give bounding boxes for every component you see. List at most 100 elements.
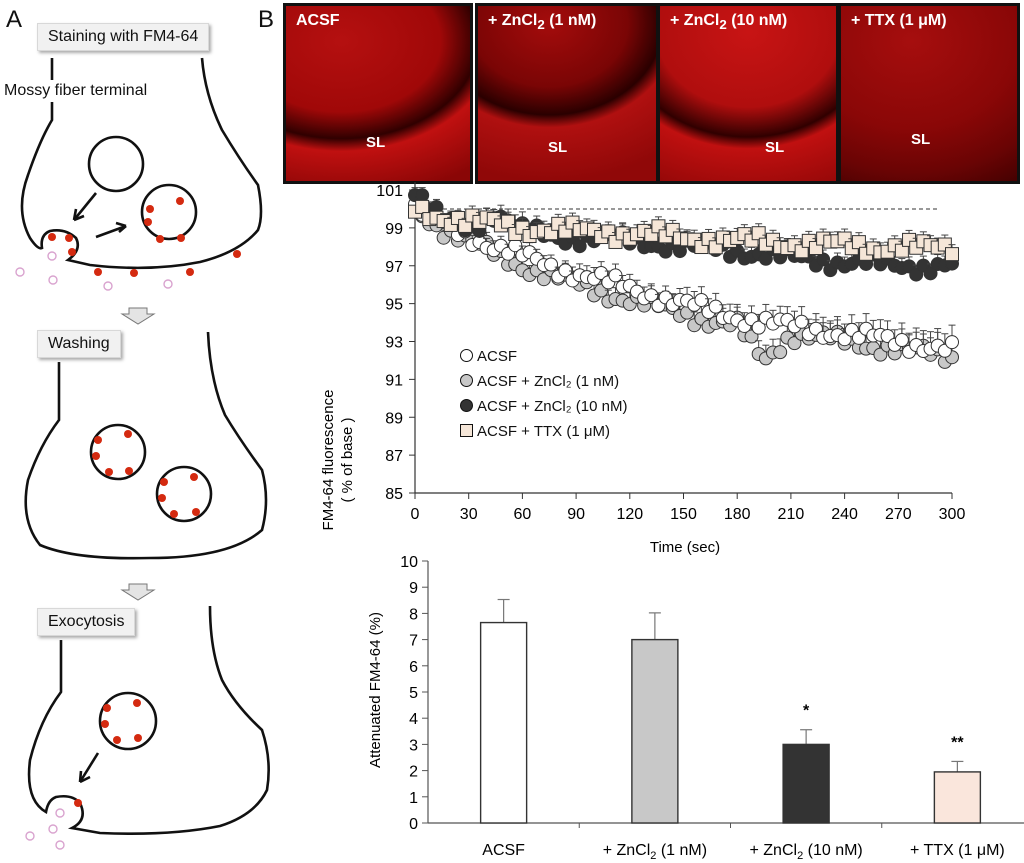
bar (479, 621, 528, 824)
stage-label-exocytosis: Exocytosis (37, 608, 136, 636)
data-point (415, 199, 430, 214)
micrograph-ttx: + TTX (1 μM) SL (838, 3, 1020, 184)
panel-b-letter: B (258, 6, 275, 33)
step-arrow-icon (120, 583, 156, 601)
x-tick-label: 210 (778, 506, 805, 523)
y-tick-label: 8 (409, 606, 418, 623)
y-tick-label: 6 (409, 659, 418, 676)
data-point (708, 299, 723, 314)
legend-item: ACSF + ZnCl₂ (10 nM) (460, 394, 627, 419)
y-tick-label: 99 (385, 221, 403, 238)
data-point (787, 336, 802, 351)
data-point (816, 252, 831, 267)
series-acsf-ttx-1-m- (408, 199, 959, 262)
data-point (837, 332, 852, 347)
data-point (501, 214, 516, 229)
legend-label: ACSF (477, 348, 518, 365)
x-tick-label: 120 (616, 506, 643, 523)
panel-a-diagram (15, 57, 270, 850)
micrograph-region-label: SL (765, 139, 785, 156)
bar (782, 743, 830, 824)
x-tick-label: 240 (831, 506, 858, 523)
data-point (851, 235, 866, 250)
y-tick-label: 89 (385, 410, 403, 427)
x-tick-label: 90 (567, 506, 585, 523)
terminal-exocytosis (27, 605, 270, 835)
y-tick-label: 2 (409, 764, 418, 781)
terminal-label: Mossy fiber terminal (4, 80, 148, 102)
y-tick-label: 87 (385, 448, 403, 465)
legend-marker-open-circle-icon (460, 349, 473, 362)
x-tick-label: 270 (885, 506, 912, 523)
y-tick-label: 9 (409, 580, 418, 597)
micrograph-title: + TTX (1 μM) (851, 12, 947, 29)
data-point (601, 224, 616, 239)
y-tick-label: 0 (409, 816, 418, 833)
data-point (751, 320, 766, 335)
data-point (945, 247, 959, 262)
y-tick-label: 1 (409, 790, 418, 807)
x-tick-label: 300 (939, 506, 966, 523)
y-tick-label: 7 (409, 633, 418, 650)
terminal-washing (24, 331, 268, 560)
data-point (458, 218, 473, 233)
x-tick-label: 60 (514, 506, 532, 523)
dye-particles-washing (92, 430, 200, 518)
legend-marker-square-icon (460, 424, 473, 437)
released-dye-exocytosis (25, 808, 65, 850)
micrograph-region-label: SL (911, 131, 931, 148)
x-tick-label: 0 (411, 506, 420, 523)
data-point (644, 288, 659, 303)
y-tick-label: 4 (409, 711, 418, 728)
y-tick-label: 97 (385, 259, 403, 276)
micrograph-region-label: SL (548, 139, 568, 156)
x-category-label: + ZnCl2 (10 nM) (749, 842, 862, 862)
chart-legend: ACSF ACSF + ZnCl₂ (1 nM) ACSF + ZnCl₂ (1… (460, 344, 627, 444)
data-point (694, 292, 709, 307)
dye-particles-staining (48, 197, 241, 277)
legend-label: ACSF + TTX (1 μM) (477, 423, 610, 440)
y-axis-label: FM4-64 fluorescence (320, 390, 337, 531)
micrograph-title-tail: (1 nM) (544, 12, 597, 29)
data-point (536, 272, 551, 287)
legend-item: ACSF + TTX (1 μM) (460, 419, 627, 444)
data-point (544, 257, 559, 272)
y-axis-label: Attenuated FM4-64 (%) (367, 612, 384, 768)
stage-label-washing: Washing (37, 330, 121, 358)
x-tick-label: 150 (670, 506, 697, 523)
data-point (594, 265, 609, 280)
data-point (794, 314, 809, 329)
x-axis-label: Time (sec) (650, 539, 720, 556)
data-point (873, 347, 888, 362)
micrograph-zncl2-10nm: + ZnCl2 (10 nM) SL (657, 3, 839, 184)
micrograph-title-tail: (10 nM) (726, 12, 788, 29)
x-tick-label: 30 (460, 506, 478, 523)
step-arrow-icon (120, 307, 156, 325)
y-tick-label: 91 (385, 372, 403, 389)
micrograph-zncl2-1nm: + ZnCl2 (1 nM) SL (475, 3, 659, 184)
significance-marker: ** (951, 734, 964, 751)
stage-label-staining: Staining with FM4-64 (37, 23, 210, 51)
y-tick-label: 5 (409, 685, 418, 702)
data-point (794, 244, 809, 259)
data-point (415, 188, 430, 203)
data-point (923, 266, 938, 281)
legend-marker-dark-circle-icon (460, 399, 473, 412)
y-tick-label: 101 (376, 183, 403, 200)
data-point (945, 335, 959, 350)
legend-item: ACSF + ZnCl₂ (1 nM) (460, 369, 627, 394)
micrograph-title: + ZnCl (670, 12, 720, 29)
micrograph-acsf: ACSF SL (283, 3, 473, 184)
subscript: 2 (537, 17, 545, 33)
legend-item: ACSF (460, 344, 627, 369)
data-point (758, 251, 773, 266)
legend-label: ACSF + ZnCl₂ (1 nM) (477, 373, 620, 390)
bar (631, 638, 679, 824)
data-point (851, 330, 866, 345)
x-tick-label: 180 (724, 506, 751, 523)
bar (933, 771, 982, 824)
micrograph-title: + ZnCl (488, 12, 538, 29)
y-tick-label: 93 (385, 335, 403, 352)
legend-marker-gray-circle-icon (460, 374, 473, 387)
data-point (751, 226, 766, 241)
